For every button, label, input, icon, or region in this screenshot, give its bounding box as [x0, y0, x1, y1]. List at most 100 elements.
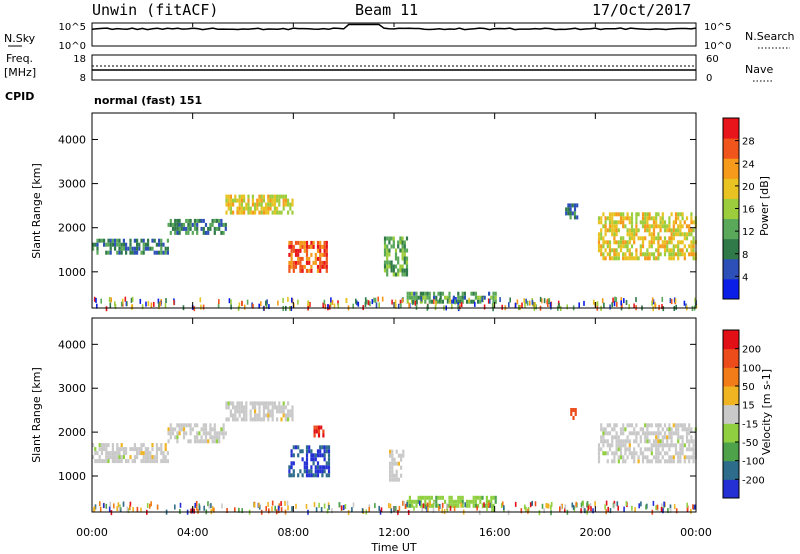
- heatmap-cell: [403, 268, 406, 273]
- heatmap-cell: [606, 244, 609, 249]
- heatmap-cell: [617, 439, 620, 444]
- heatmap-cell: [661, 296, 664, 302]
- colorbar-segment: [723, 258, 739, 280]
- heatmap-cell: [611, 302, 613, 308]
- heatmap-cell: [120, 459, 123, 464]
- heatmap-cell: [310, 268, 313, 273]
- heatmap-cell: [316, 248, 320, 253]
- heatmap-cell: [672, 423, 675, 428]
- heatmap-cell: [670, 228, 673, 233]
- heatmap-cell: [390, 244, 393, 249]
- heatmap-cell: [417, 295, 420, 300]
- heatmap-cell: [389, 449, 392, 454]
- heatmap-cell: [624, 244, 627, 249]
- heatmap-cell: [284, 202, 287, 207]
- heatmap-cell: [314, 252, 317, 257]
- heatmap-cell: [631, 505, 633, 511]
- heatmap-cell: [292, 244, 295, 249]
- heatmap-cell: [198, 439, 201, 444]
- heatmap-cell: [668, 447, 671, 452]
- heatmap-cell: [405, 248, 409, 253]
- heatmap-cell: [305, 445, 309, 450]
- heatmap-cell: [319, 256, 322, 261]
- heatmap-cell: [158, 238, 161, 243]
- heatmap-cell: [234, 507, 236, 513]
- heatmap-cell: [273, 405, 276, 410]
- heatmap-cell: [267, 501, 269, 507]
- heatmap-cell: [432, 507, 435, 513]
- heatmap-cell: [546, 503, 549, 509]
- heatmap-cell: [479, 295, 482, 300]
- heatmap-cell: [648, 459, 651, 464]
- heatmap-cell: [355, 298, 357, 304]
- heatmap-cell: [369, 301, 371, 307]
- heatmap-cell: [118, 242, 121, 247]
- heatmap-cell: [305, 240, 309, 245]
- colorbar-tick-label: -15: [742, 419, 758, 430]
- heatmap-cell: [541, 503, 544, 509]
- heatmap-cell: [679, 252, 682, 257]
- heatmap-cell: [211, 427, 214, 432]
- heatmap-cell: [466, 499, 469, 504]
- heatmap-cell: [613, 224, 616, 229]
- heatmap-cell: [258, 405, 261, 410]
- heatmap-cell: [690, 248, 693, 253]
- heatmap-cell: [158, 447, 161, 452]
- heatmap-cell: [690, 427, 693, 432]
- heatmap-cell: [187, 423, 190, 428]
- heatmap-cell: [227, 202, 230, 207]
- heatmap-cell: [606, 228, 609, 233]
- heatmap-cell: [637, 228, 640, 233]
- heatmap-cell: [290, 465, 293, 470]
- heatmap-cell: [224, 222, 227, 227]
- heatmap-cell: [567, 211, 570, 216]
- heatmap-cell: [120, 242, 123, 247]
- heatmap-cell: [207, 230, 210, 235]
- heatmap-cell: [204, 423, 208, 428]
- heatmap-cell: [133, 443, 136, 448]
- heatmap-cell: [310, 465, 313, 470]
- heatmap-cell: [677, 248, 680, 253]
- heatmap-cell: [401, 244, 404, 249]
- heatmap-cell: [419, 291, 422, 296]
- heatmap-cell: [119, 507, 122, 513]
- heatmap-cell: [245, 401, 248, 406]
- heatmap-cell: [114, 238, 117, 243]
- heatmap-cell: [617, 443, 620, 448]
- heatmap-cell: [96, 246, 99, 251]
- heatmap-cell: [195, 505, 198, 511]
- heatmap-cell: [254, 413, 257, 418]
- heatmap-cell: [479, 499, 482, 504]
- heatmap-cell: [683, 232, 686, 237]
- heatmap-cell: [683, 244, 686, 249]
- heatmap-cell: [531, 299, 534, 305]
- heatmap-cell: [317, 433, 321, 438]
- heatmap-cell: [644, 216, 647, 221]
- heatmap-cell: [399, 264, 402, 269]
- heatmap-cell: [417, 499, 420, 504]
- heatmap-cell: [441, 502, 444, 508]
- heatmap-cell: [430, 299, 433, 304]
- heatmap-cell: [646, 248, 649, 253]
- heatmap-cell: [399, 268, 402, 273]
- heatmap-cell: [646, 423, 649, 428]
- heatmap-cell: [189, 427, 192, 432]
- heatmap-cell: [492, 291, 495, 296]
- heatmap-cell: [408, 495, 411, 500]
- heatmap-cell: [668, 240, 671, 245]
- heatmap-cell: [120, 246, 123, 251]
- heatmap-cell: [630, 423, 634, 428]
- heatmap-cell: [374, 297, 377, 303]
- heatmap-cell: [477, 495, 480, 500]
- heatmap-cell: [331, 508, 333, 514]
- heatmap-cell: [681, 240, 684, 245]
- heatmap-cell: [646, 447, 649, 452]
- heatmap-cell: [319, 453, 322, 458]
- heatmap-cell: [463, 295, 466, 300]
- heatmap-cell: [139, 298, 142, 304]
- heatmap-cell: [229, 206, 232, 211]
- heatmap-cell: [446, 503, 448, 509]
- heatmap-cell: [246, 299, 249, 305]
- heatmap-cell: [238, 198, 241, 203]
- heatmap-cell: [142, 246, 145, 251]
